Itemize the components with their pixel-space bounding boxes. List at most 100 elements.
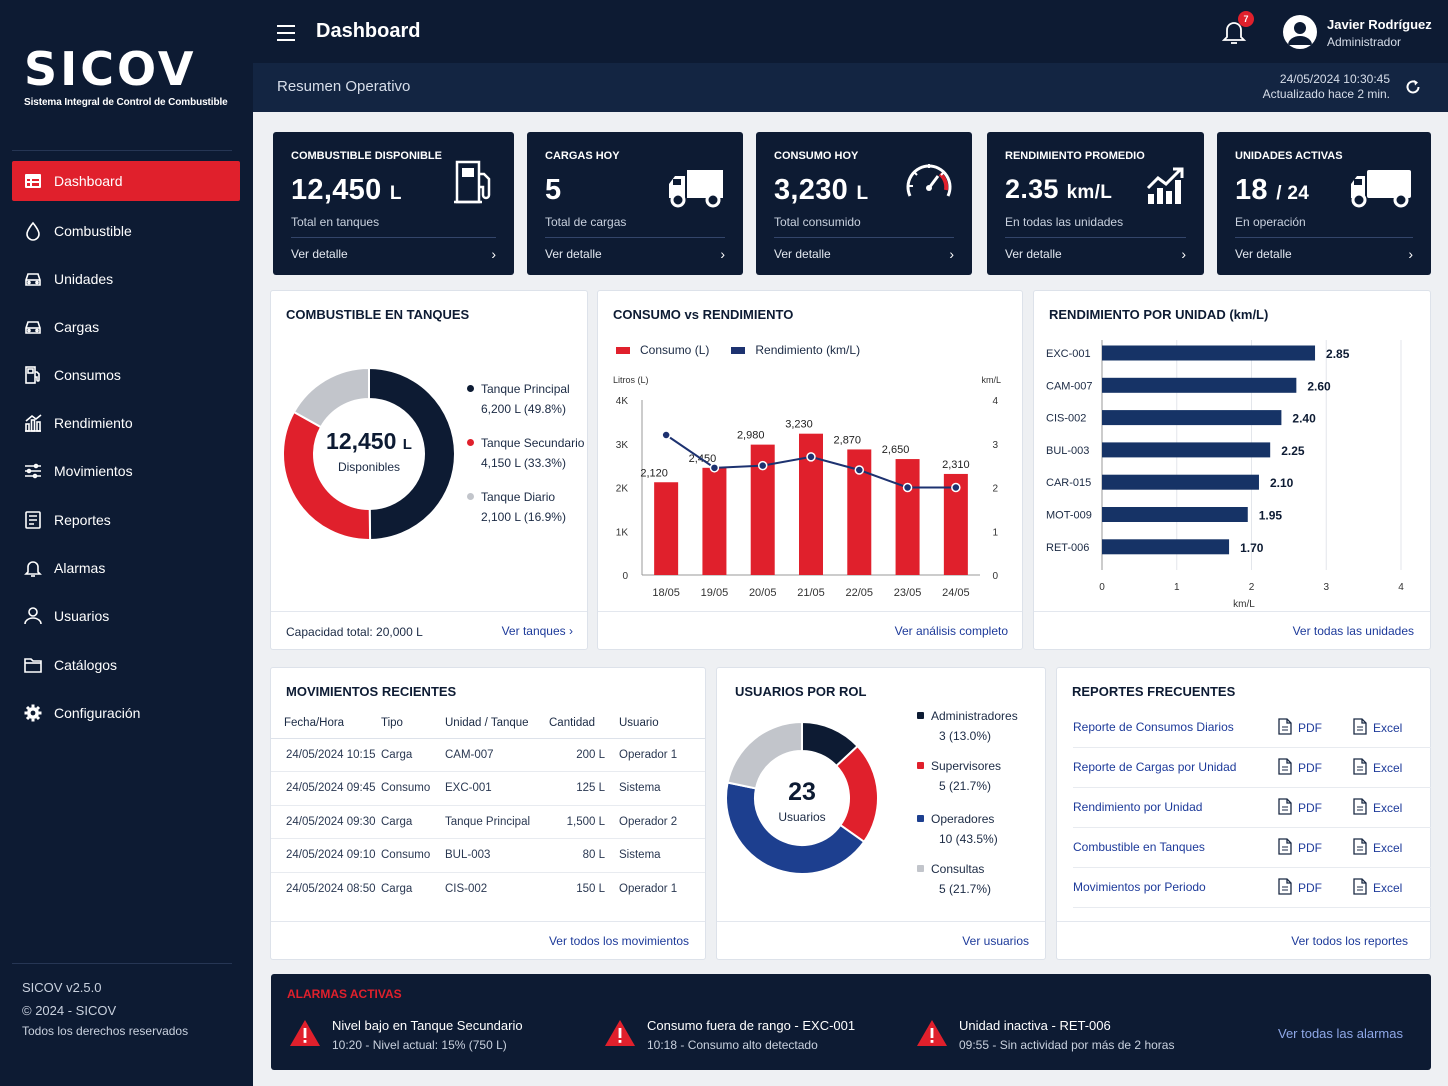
file-excel-icon: [1353, 718, 1373, 738]
sidebar-item-dashboard[interactable]: Dashboard: [12, 161, 240, 201]
kpi-label: UNIDADES ACTIVAS: [1235, 150, 1343, 162]
ver-tanques-link[interactable]: Ver tanques ›: [501, 624, 573, 638]
sidebar-item-label: Reportes: [54, 512, 111, 528]
x-tick-label: 2: [1249, 582, 1255, 593]
file-excel-icon: [1353, 758, 1373, 778]
sidebar-item-usuarios[interactable]: Usuarios: [12, 596, 240, 636]
chart-legend: Consumo (L) Rendimiento (km/L): [616, 343, 860, 357]
alarm-title: Consumo fuera de rango - EXC-001: [647, 1018, 856, 1033]
kpi-link[interactable]: Ver detalle: [545, 247, 602, 261]
pdf-download-button[interactable]: PDF: [1278, 878, 1322, 898]
chevron-right-icon[interactable]: ›: [1408, 246, 1413, 262]
chevron-right-icon[interactable]: ›: [720, 246, 725, 262]
report-name[interactable]: Combustible en Tanques: [1073, 840, 1205, 854]
usuarios-card: USUARIOS POR ROL 23 Usuarios Administrad…: [716, 667, 1046, 960]
table-row[interactable]: 24/05/2024 09:30 Carga Tanque Principal 1,5…: [271, 805, 705, 839]
cell-user: Sistema: [619, 771, 705, 806]
chevron-right-icon[interactable]: ›: [1181, 246, 1186, 262]
sidebar-item-reportes[interactable]: Reportes: [12, 500, 240, 540]
sidebar-item-consumos[interactable]: Consumos: [12, 355, 240, 395]
kpi-consumo-hoy[interactable]: CONSUMO HOY 3,230 L Total consumido Ver …: [756, 132, 972, 275]
excel-download-button[interactable]: Excel: [1353, 718, 1402, 738]
chevron-right-icon[interactable]: ›: [949, 246, 954, 262]
column-header[interactable]: Fecha/Hora: [271, 708, 381, 739]
rights-text: Todos los derechos reservados: [22, 1024, 189, 1038]
sidebar-item-configuracion[interactable]: Configuración: [12, 693, 240, 733]
alarm-detail: 10:20 - Nivel actual: 15% (750 L): [332, 1038, 507, 1052]
report-row[interactable]: Combustible en Tanques PDF Excel: [1073, 828, 1431, 868]
excel-download-button[interactable]: Excel: [1353, 798, 1402, 818]
pdf-download-button[interactable]: PDF: [1278, 798, 1322, 818]
chevron-right-icon[interactable]: ›: [491, 246, 496, 262]
excel-download-button[interactable]: Excel: [1353, 758, 1402, 778]
report-row[interactable]: Reporte de Cargas por Unidad PDF Excel: [1073, 748, 1431, 788]
kpi-cargas-hoy[interactable]: CARGAS HOY 5 Total de cargas Ver detalle…: [527, 132, 743, 275]
sidebar-item-label: Rendimiento: [54, 415, 133, 431]
kpi-combustible-disponible[interactable]: COMBUSTIBLE DISPONIBLE 12,450 L Total en…: [273, 132, 514, 275]
sidebar-item-label: Consumos: [54, 367, 121, 383]
x-tick-label: 0: [1099, 582, 1105, 593]
kpi-link[interactable]: Ver detalle: [774, 247, 831, 261]
legend-swatch: [467, 493, 474, 500]
rendimiento-bar: [1102, 410, 1282, 426]
notification-bell-icon[interactable]: [1221, 18, 1247, 46]
table-row[interactable]: 24/05/2024 09:45 Consumo EXC-001 125 L Siste…: [271, 771, 705, 806]
column-header[interactable]: Usuario: [619, 708, 705, 739]
ver-reportes-link[interactable]: Ver todos los reportes: [1291, 934, 1408, 948]
column-header[interactable]: Cantidad: [549, 708, 619, 739]
ver-analisis-link[interactable]: Ver análisis completo: [894, 624, 1008, 638]
rendimiento-point: [806, 452, 816, 462]
sidebar-item-unidades[interactable]: Unidades: [12, 259, 240, 299]
column-header[interactable]: Unidad / Tanque: [445, 708, 549, 739]
ver-alarmas-link[interactable]: Ver todas las alarmas: [1277, 1026, 1403, 1041]
capacity-text: Capacidad total: 20,000 L: [286, 625, 423, 639]
pdf-download-button[interactable]: PDF: [1278, 758, 1322, 778]
kpi-link[interactable]: Ver detalle: [1235, 247, 1292, 261]
card-title: RENDIMIENTO POR UNIDAD (km/L): [1049, 307, 1269, 322]
table-row[interactable]: 24/05/2024 09:10 Consumo BUL-003 80 L Sistem…: [271, 838, 705, 873]
column-header[interactable]: Tipo: [381, 708, 445, 739]
x-tick-label: 18/05: [652, 587, 680, 599]
sidebar-item-cargas[interactable]: Cargas: [12, 307, 240, 347]
table-row[interactable]: 24/05/2024 10:15 Carga CAM-007 200 L Operado…: [271, 738, 705, 772]
alarm-title: Nivel bajo en Tanque Secundario: [332, 1018, 523, 1033]
report-row[interactable]: Reporte de Consumos Diarios PDF Excel: [1073, 708, 1431, 748]
sidebar-item-combustible[interactable]: Combustible: [12, 211, 240, 251]
ver-usuarios-link[interactable]: Ver usuarios: [962, 934, 1029, 948]
user-icon: [12, 606, 54, 626]
donut-center-value: 23: [788, 778, 816, 806]
ver-movimientos-link[interactable]: Ver todos los movimientos: [548, 934, 689, 948]
pdf-download-button[interactable]: PDF: [1278, 718, 1322, 738]
kpi-link[interactable]: Ver detalle: [1005, 247, 1062, 261]
card-footer: Capacidad total: 20,000 L Ver tanques ›: [271, 611, 587, 649]
legend-item: Tanque Principal 6,200 L (49.8%): [467, 379, 570, 419]
report-name[interactable]: Reporte de Cargas por Unidad: [1073, 760, 1237, 774]
kpi-divider: [1235, 237, 1413, 238]
sidebar-item-alarmas[interactable]: Alarmas: [12, 548, 240, 588]
page-title: Dashboard: [316, 20, 421, 42]
kpi-unidades-activas[interactable]: UNIDADES ACTIVAS 18 / 24 En operación Ve…: [1217, 132, 1431, 275]
report-name[interactable]: Rendimiento por Unidad: [1073, 800, 1203, 814]
bar-data-label: 2,870: [834, 434, 862, 446]
excel-download-button[interactable]: Excel: [1353, 878, 1402, 898]
menu-icon[interactable]: [277, 25, 295, 46]
avatar[interactable]: [1283, 15, 1317, 49]
kpi-rendimiento-promedio[interactable]: RENDIMIENTO PROMEDIO 2.35 km/L En todas …: [987, 132, 1204, 275]
usuarios-donut-chart: 23 Usuarios: [725, 720, 879, 875]
sidebar-item-rendimiento[interactable]: Rendimiento: [12, 403, 240, 443]
report-row[interactable]: Movimientos por Periodo PDF Excel: [1073, 868, 1431, 908]
report-name[interactable]: Movimientos por Periodo: [1073, 880, 1206, 894]
cell-unit: Tanque Principal: [445, 805, 549, 839]
report-row[interactable]: Rendimiento por Unidad PDF Excel: [1073, 788, 1431, 828]
kpi-divider: [291, 237, 496, 238]
sidebar-item-movimientos[interactable]: Movimientos: [12, 451, 240, 491]
rendimiento-bar: [1102, 474, 1259, 490]
ver-unidades-link[interactable]: Ver todas las unidades: [1292, 624, 1414, 638]
table-row[interactable]: 24/05/2024 08:50 Carga CIS-002 150 L Operado…: [271, 872, 705, 906]
sidebar-item-catalogos[interactable]: Catálogos: [12, 645, 240, 685]
refresh-icon[interactable]: [1404, 78, 1422, 96]
report-name[interactable]: Reporte de Consumos Diarios: [1073, 720, 1234, 734]
pdf-download-button[interactable]: PDF: [1278, 838, 1322, 858]
excel-download-button[interactable]: Excel: [1353, 838, 1402, 858]
kpi-link[interactable]: Ver detalle: [291, 247, 348, 261]
